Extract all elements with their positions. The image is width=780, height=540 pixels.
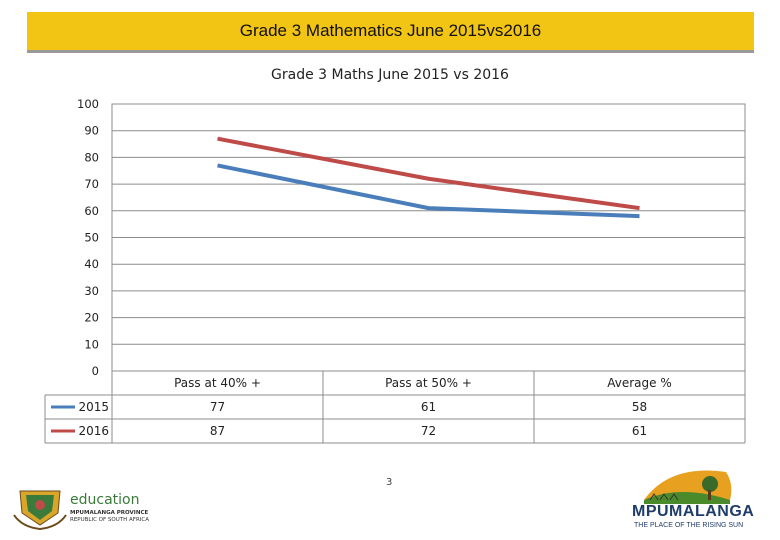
y-tick-label: 20: [84, 311, 99, 325]
series-line-2016: [217, 136, 640, 211]
coat-of-arms-icon: [13, 490, 67, 530]
data-label: 72: [421, 424, 436, 438]
data-label: 77: [210, 400, 225, 414]
data-label: 61: [632, 424, 647, 438]
y-tick-label: 10: [84, 337, 99, 351]
page-title: Grade 3 Mathematics June 2015vs2016: [239, 21, 542, 40]
education-logo-sub2: REPUBLIC OF SOUTH AFRICA: [70, 517, 149, 523]
data-label: 87: [210, 424, 225, 438]
y-tick-label: 40: [84, 257, 99, 271]
y-tick-label: 70: [84, 177, 99, 191]
mpumalanga-logo-icon: [644, 470, 732, 504]
y-tick-label: 80: [84, 150, 99, 164]
data-label: 58: [632, 400, 647, 414]
legend-label: 2016: [78, 424, 109, 438]
data-label: 61: [421, 400, 436, 414]
education-logo-sub1: MPUMALANGA PROVINCE: [70, 510, 149, 516]
y-tick-label: 90: [84, 124, 99, 138]
y-tick-label: 0: [92, 364, 99, 378]
mpumalanga-logo-name: MPUMALANGA: [632, 503, 755, 520]
chart-title: Grade 3 Maths June 2015 vs 2016: [271, 67, 509, 83]
mpumalanga-logo-tagline: THE PLACE OF THE RISING SUN: [634, 522, 744, 529]
education-logo-text: education: [70, 492, 140, 508]
category-label: Average %: [607, 376, 672, 390]
legend-label: 2015: [78, 400, 109, 414]
y-tick-label: 60: [84, 204, 99, 218]
series-line-2015: [217, 163, 640, 219]
y-tick-label: 30: [84, 284, 99, 298]
category-label: Pass at 50% +: [385, 376, 472, 390]
page-number: 3: [386, 477, 393, 488]
header-bar: Grade 3 Mathematics June 2015vs2016: [27, 12, 754, 53]
category-label: Pass at 40% +: [174, 376, 261, 390]
y-tick-label: 100: [77, 97, 99, 111]
y-tick-label: 50: [84, 231, 99, 245]
